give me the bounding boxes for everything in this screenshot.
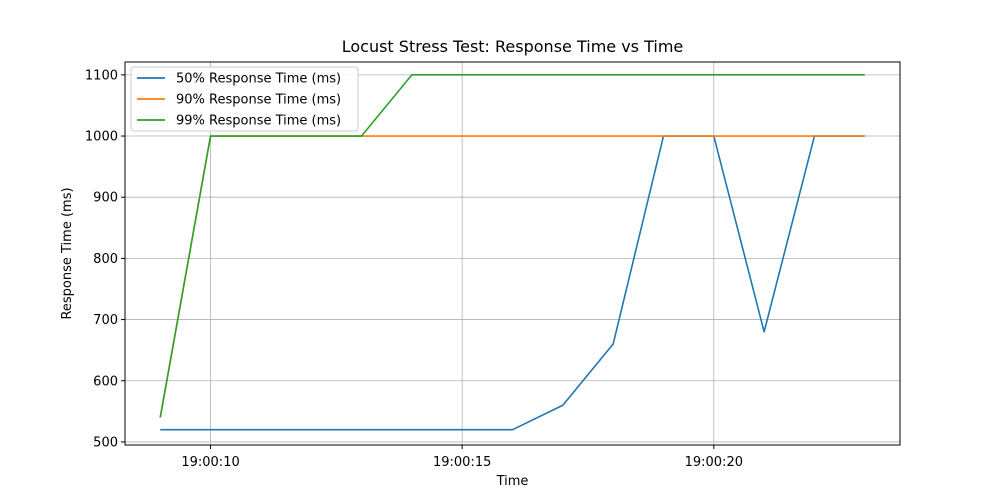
- legend: 50% Response Time (ms) 90% Response Time …: [130, 66, 359, 132]
- y-tick-label: 900: [93, 191, 118, 206]
- x-tick-label: 19:00:10: [181, 455, 239, 470]
- legend-box: [130, 66, 359, 132]
- y-tick-label: 1100: [85, 68, 118, 83]
- legend-label: 50% Response Time (ms): [176, 72, 341, 87]
- plot-frame: [124, 61, 901, 446]
- y-tick-label: 1000: [85, 130, 118, 145]
- series-layer: [159, 74, 865, 431]
- y-axis-label: Response Time (ms): [60, 187, 75, 319]
- legend-label: 99% Response Time (ms): [176, 114, 341, 129]
- x-tick-label: 19:00:15: [433, 455, 491, 470]
- y-tick-label: 800: [93, 252, 118, 267]
- chart-title: Locust Stress Test: Response Time vs Tim…: [342, 37, 684, 56]
- y-tick-label: 500: [93, 435, 118, 450]
- y-tick-label: 600: [93, 374, 118, 389]
- y-tick-label: 700: [93, 313, 118, 328]
- series-line-1: [160, 135, 865, 431]
- x-axis-label: Time: [496, 474, 529, 489]
- ticks-layer: 500 600 700 800 900 1000 1100 19:00:10 19:00:15 1…: [85, 68, 743, 470]
- series-line-3: [159, 74, 865, 418]
- x-tick-label: 19:00:20: [685, 455, 743, 470]
- legend-label: 90% Response Time (ms): [176, 93, 341, 108]
